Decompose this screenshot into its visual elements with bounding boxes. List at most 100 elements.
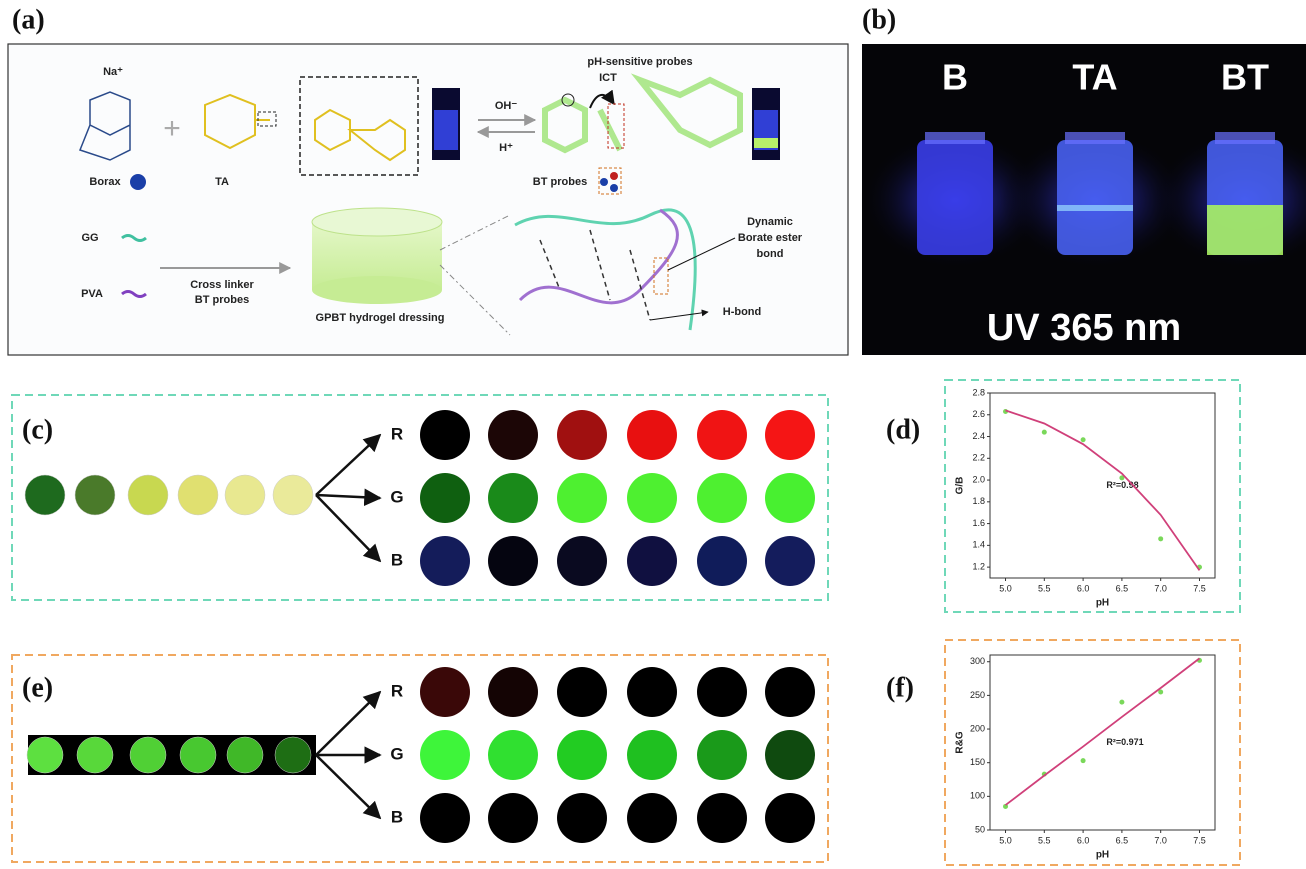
panel-label: (b) (862, 4, 896, 35)
zoom-box (257, 111, 277, 127)
scheme-frame (7, 43, 849, 356)
x-tick-label: 7.5 (1193, 835, 1206, 845)
channel-label: R (391, 681, 403, 700)
scheme-heading: pH-sensitive probes (587, 56, 692, 68)
y-tick-label: 1.6 (972, 518, 985, 528)
guide (439, 214, 511, 251)
x-tick-label: 7.0 (1154, 835, 1167, 845)
scheme-text: bond (757, 248, 784, 260)
borax-icon (130, 174, 146, 190)
scheme-text: OH⁻ (495, 100, 518, 112)
channel-spot (697, 410, 747, 460)
channel-spot (697, 793, 747, 843)
channel-spot (488, 536, 538, 586)
vial-band (1057, 205, 1133, 211)
vial-glow (754, 138, 778, 148)
data-point (1158, 689, 1164, 695)
data-point (1119, 475, 1125, 481)
guide (439, 264, 511, 336)
split-arrow (315, 690, 382, 756)
channel-spot (488, 667, 538, 717)
x-tick-label: 6.0 (1077, 583, 1090, 593)
data-point (1041, 429, 1047, 435)
channel-label: B (391, 550, 403, 569)
highlight (653, 257, 669, 295)
vial (917, 140, 993, 255)
y-tick-label: 50 (975, 824, 985, 834)
channel-spot (557, 793, 607, 843)
panel-label: (f) (886, 672, 914, 703)
y-tick-label: 1.2 (972, 561, 985, 571)
channel-spot (765, 730, 815, 780)
gg-icon (121, 234, 147, 242)
x-tick-label: 5.0 (999, 835, 1012, 845)
panel-frame (11, 654, 829, 863)
scheme-text: Borate ester (738, 232, 803, 244)
channel-spot (557, 410, 607, 460)
sample (177, 474, 219, 516)
vial (1057, 140, 1133, 255)
y-tick-label: 2.8 (972, 387, 985, 397)
channel-spot (697, 536, 747, 586)
fit-line (1005, 409, 1201, 571)
channel-spot (420, 536, 470, 586)
data-point (1080, 758, 1086, 764)
channel-spot (765, 667, 815, 717)
scheme-text: ICT (599, 72, 617, 84)
channel-spot (765, 536, 815, 586)
panel-frame (944, 639, 1241, 866)
sample (129, 736, 167, 774)
channel-spot (420, 410, 470, 460)
scheme-text: H⁺ (499, 142, 513, 154)
channel-spot (627, 536, 677, 586)
annotation: R²=0.971 (1106, 737, 1143, 747)
vial-label: BT (1221, 57, 1269, 98)
pointer (649, 309, 709, 321)
pva-icon (121, 290, 147, 298)
sample (26, 736, 64, 774)
sample (76, 736, 114, 774)
vial-band (1207, 205, 1283, 255)
y-tick-label: 2.4 (972, 431, 985, 441)
y-tick-label: 300 (970, 656, 985, 666)
highlight (607, 103, 625, 149)
x-tick-label: 7.0 (1154, 583, 1167, 593)
channel-spot (420, 473, 470, 523)
gel-cylinder (311, 207, 443, 304)
channel-spot (420, 793, 470, 843)
annotation: R²=0.98 (1106, 480, 1138, 490)
channel-spot (488, 730, 538, 780)
panel-label: (c) (22, 414, 53, 445)
y-tick-label: 2.6 (972, 409, 985, 419)
charge (561, 93, 575, 107)
channel-label: G (390, 744, 403, 763)
vial-cap (925, 132, 985, 144)
channel-spot (627, 667, 677, 717)
split-arrow (315, 494, 382, 563)
y-tick-label: 1.4 (972, 540, 985, 550)
vials (860, 130, 1306, 270)
sample (226, 736, 264, 774)
y-axis-label: G/B (955, 477, 966, 495)
split-arrow (315, 488, 382, 507)
zoom-panel (299, 76, 419, 176)
channel-spot (557, 730, 607, 780)
vial-cap (1215, 132, 1275, 144)
plot-frame (989, 654, 1216, 831)
panel-label: (e) (22, 672, 53, 703)
vial-label: TA (1072, 57, 1117, 98)
sample (24, 474, 66, 516)
panel-label: (a) (12, 4, 45, 35)
plot-frame (989, 392, 1216, 579)
scheme-text: Cross linker (190, 279, 254, 291)
channel-spot (488, 793, 538, 843)
panel-frame (944, 379, 1241, 613)
channel-spot (627, 730, 677, 780)
y-axis-label: R&G (955, 731, 966, 753)
scheme-text: H-bond (723, 306, 761, 318)
channel-spot (488, 473, 538, 523)
x-tick-label: 5.5 (1038, 835, 1051, 845)
channel-spot (765, 473, 815, 523)
y-tick-label: 150 (970, 757, 985, 767)
split-arrow (315, 754, 382, 820)
